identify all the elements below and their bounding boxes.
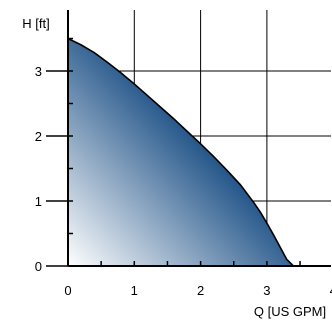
x-axis-title: Q [US GPM] [254,304,326,319]
axes [67,10,331,267]
y-tick-label: 0 [35,259,42,274]
y-tick-label: 2 [35,129,42,144]
y-tick-label: 3 [35,64,42,79]
curve-area [68,38,294,266]
pump-curve-line [67,37,294,267]
y-axis-title: H [ft] [22,16,49,31]
y-axis-ticks: 0 1 2 3 [35,64,68,274]
x-axis-ticks: 0 1 2 3 4 [64,283,332,298]
y-tick-label: 1 [35,194,42,209]
x-tick-label: 4 [330,283,332,298]
x-tick-label: 0 [64,283,71,298]
x-tick-label: 3 [263,283,270,298]
x-tick-label: 1 [131,283,138,298]
x-tick-label: 2 [197,283,204,298]
